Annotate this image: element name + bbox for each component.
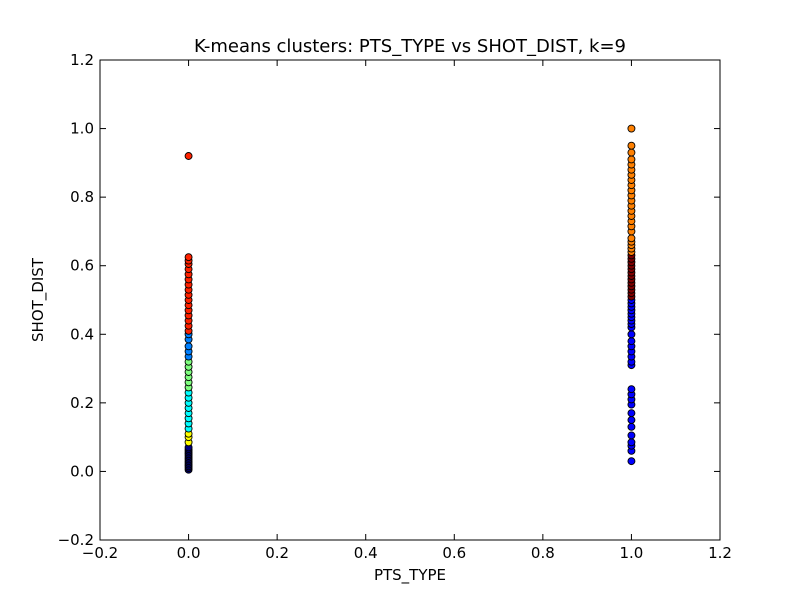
cluster-6 [184, 152, 193, 335]
cluster-9 [627, 124, 636, 256]
x-tick-label: 1.2 [708, 544, 732, 562]
y-tick-label: 0.6 [70, 257, 94, 275]
y-tick-label: 0.8 [70, 188, 94, 206]
data-point [184, 342, 193, 351]
data-point [627, 330, 636, 339]
y-tick-label: −0.2 [58, 531, 94, 549]
data-point [627, 431, 636, 440]
data-point [627, 155, 636, 164]
y-tick-label: 0.0 [70, 462, 94, 480]
y-axis-title: SHOT_DIST [29, 257, 48, 342]
data-point [627, 438, 636, 447]
data-point [627, 141, 636, 150]
y-tick-label: 0.2 [70, 394, 94, 412]
data-point [627, 457, 636, 466]
cluster-5 [184, 330, 193, 361]
chart-title: K-means clusters: PTS_TYPE vs SHOT_DIST,… [194, 36, 626, 57]
x-axis-title: PTS_TYPE [374, 566, 446, 585]
cluster-1 [184, 443, 193, 474]
data-point [184, 253, 193, 262]
x-tick-label: 1.0 [619, 544, 643, 562]
cluster-3 [184, 388, 193, 433]
data-point [627, 385, 636, 394]
data-point [627, 416, 636, 424]
ticks-layer: −0.2 0.0 0.2 0.4 0.6 0.8 1.0 1.2 −0.2 0.0 0.2 0.4 0.… [58, 51, 732, 562]
cluster-2 [184, 429, 193, 447]
cluster-7 [627, 296, 636, 466]
x-tick-label: 0.8 [531, 544, 555, 562]
x-tick-label: −0.2 [82, 544, 118, 562]
y-tick-label: 1.2 [70, 51, 94, 69]
data-point [184, 152, 193, 160]
data-point [627, 422, 636, 431]
x-tick-label: 0.6 [442, 544, 466, 562]
cluster-8 [627, 251, 636, 301]
x-tick-label: 0.0 [177, 544, 201, 562]
data-point [627, 148, 636, 157]
data-point [627, 337, 636, 346]
data-point [627, 124, 636, 133]
plot-frame [99, 59, 721, 541]
x-tick-label: 0.4 [354, 544, 378, 562]
x-tick-label: 0.2 [265, 544, 289, 562]
y-tick-label: 1.0 [70, 120, 94, 138]
cluster-4 [184, 357, 193, 392]
y-tick-label: 0.4 [70, 325, 94, 343]
data-point [627, 234, 636, 243]
points-layer [184, 124, 636, 474]
data-point [627, 409, 636, 418]
